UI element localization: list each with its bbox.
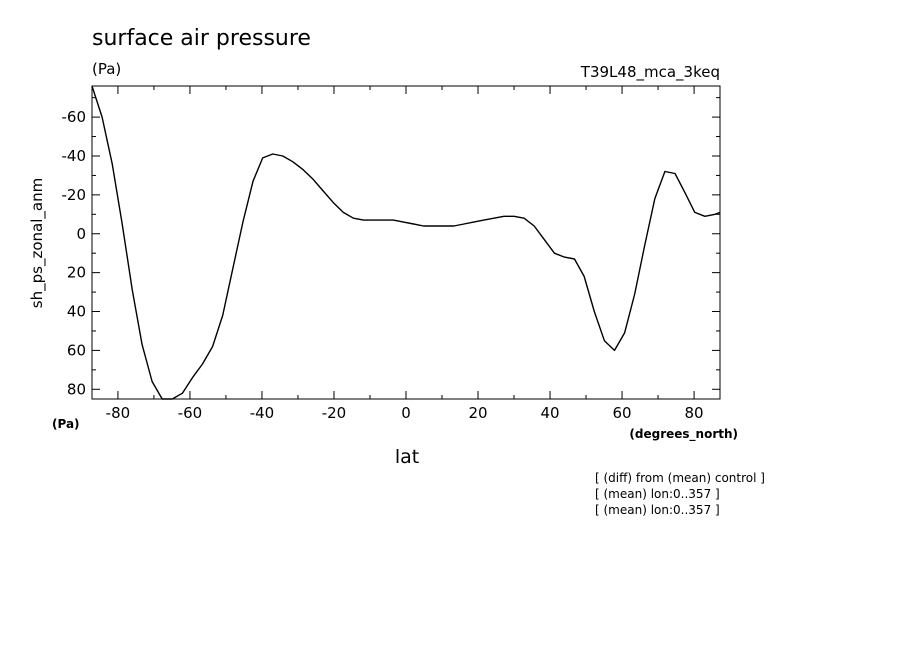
x-unit-label: (degrees_north) [629,427,738,442]
x-tick-label: -40 [250,404,275,422]
chart-title: surface air pressure [92,26,311,51]
x-axis-ticks [117,86,695,399]
y-tick-label: -20 [62,186,87,204]
run-label: T39L48_mca_3keq [580,63,720,82]
y-tick-label: 80 [67,380,86,398]
note-line: [ (mean) lon:0..357 ] [595,503,720,517]
x-tick-label: -80 [106,404,131,422]
y-tick-label: -60 [62,108,87,126]
y-tick-label: 40 [67,303,86,321]
x-tick-label: -20 [322,404,347,422]
x-tick-label: 0 [401,404,411,422]
x-tick-label: -60 [178,404,203,422]
x-tick-label: 40 [540,404,559,422]
y-axis-tick-labels: -60 -40 -20 0 20 40 60 80 [62,108,87,398]
y-tick-label: 0 [76,225,86,243]
y-unit-label: (Pa) [52,417,80,431]
x-axis-label: lat [395,446,419,468]
y-axis-label: sh_ps_zonal_anm [28,178,47,308]
y-tick-label: 20 [67,264,86,282]
units-label: (Pa) [92,60,121,78]
note-line: [ (mean) lon:0..357 ] [595,487,720,501]
x-axis-tick-labels: -80 -60 -40 -20 0 20 40 60 80 [106,404,704,422]
y-tick-label: 60 [67,341,86,359]
plot-frame [91,85,721,400]
note-line: [ (diff) from (mean) control ] [595,471,765,485]
series-line [91,85,721,400]
y-axis-ticks [92,97,720,390]
y-tick-label: -40 [62,147,87,165]
x-tick-label: 80 [685,404,704,422]
x-tick-label: 20 [468,404,487,422]
x-tick-label: 60 [613,404,632,422]
